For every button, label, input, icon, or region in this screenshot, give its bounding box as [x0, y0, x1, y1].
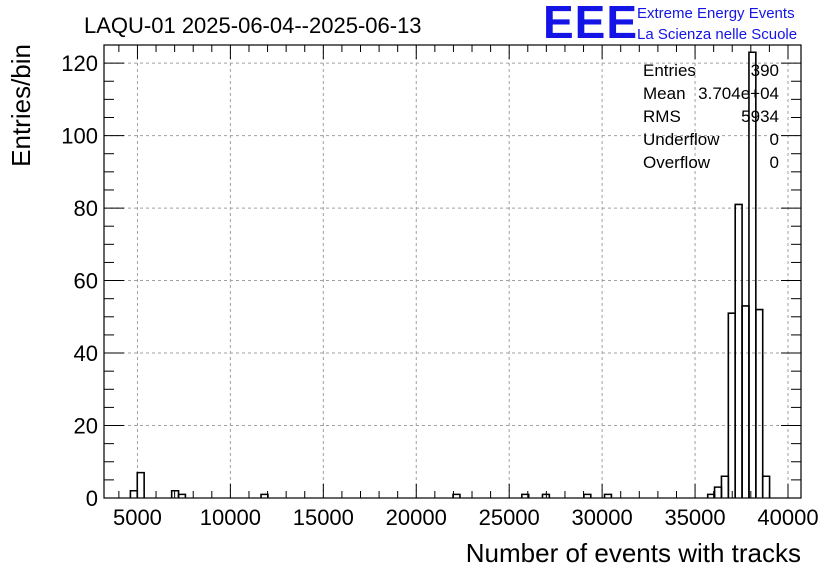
stats-label: RMS	[643, 107, 681, 126]
stats-value: 3.704e+04	[698, 84, 779, 103]
stats-box: Entries 390 Mean 3.704e+04 RMS 5934 Underflow 0…	[643, 61, 779, 172]
stats-label: Mean	[643, 84, 686, 103]
y-tick-label: 80	[74, 196, 98, 221]
x-tick-label: 5000	[113, 505, 162, 530]
axis-tick-labels: 5000 10000 15000 20000 25000 30000 35000 400000…	[61, 51, 818, 530]
histogram-bin	[748, 51, 757, 498]
x-tick-label: 20000	[386, 505, 447, 530]
eee-logo: EEE Extreme Energy Events La Scienza nel…	[543, 0, 797, 48]
eee-logo-line1: Extreme Energy Events	[637, 5, 795, 22]
x-tick-label: 15000	[293, 505, 354, 530]
y-tick-label: 120	[61, 51, 98, 76]
y-tick-label: 20	[74, 414, 98, 439]
stats-label: Entries	[643, 61, 696, 80]
x-axis-title: Number of events with tracks	[466, 538, 801, 568]
x-tick-label: 10000	[200, 505, 261, 530]
grid	[104, 45, 801, 498]
y-tick-label: 100	[61, 124, 98, 149]
y-axis-title: Entries/bin	[6, 44, 36, 167]
stats-value: 390	[751, 61, 779, 80]
stats-label: Overflow	[643, 153, 711, 172]
axis-ticks	[104, 44, 801, 499]
axes	[103, 44, 802, 499]
x-tick-label: 30000	[572, 505, 633, 530]
stats-label: Underflow	[643, 130, 720, 149]
x-tick-label: 40000	[757, 505, 818, 530]
y-tick-label: 40	[74, 341, 98, 366]
stats-value: 0	[770, 153, 779, 172]
stats-value: 5934	[741, 107, 779, 126]
histogram-bin	[177, 493, 187, 498]
histogram-bin	[521, 493, 530, 498]
x-tick-label: 35000	[664, 505, 725, 530]
eee-logo-line2: La Scienza nelle Scuole	[637, 26, 797, 43]
y-tick-label: 0	[86, 486, 98, 511]
histogram-bins	[129, 51, 771, 498]
x-tick-label: 25000	[479, 505, 540, 530]
eee-logo-mark: EEE	[543, 0, 638, 48]
histogram-bin	[755, 308, 764, 498]
plot-frame	[103, 44, 802, 499]
histogram-bin	[603, 493, 613, 498]
stats-value: 0	[770, 130, 779, 149]
histogram-bin	[761, 475, 771, 498]
y-tick-label: 60	[74, 269, 98, 294]
chart-title: LAQU-01 2025-06-04--2025-06-13	[84, 13, 422, 38]
